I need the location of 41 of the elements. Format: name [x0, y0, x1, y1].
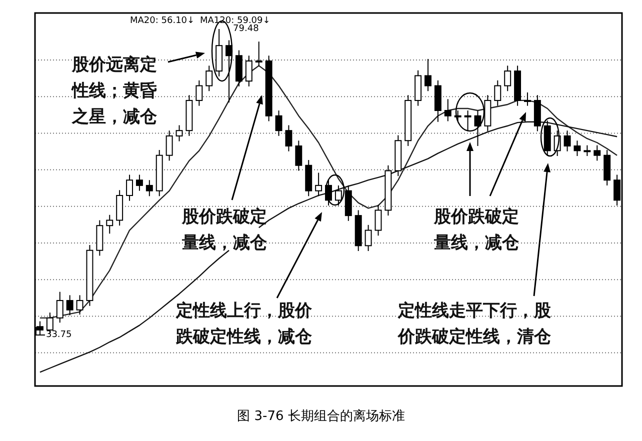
caption: 图 3-76 长期组合的离场标准 — [237, 408, 405, 424]
candlestick — [66, 294, 74, 316]
candlestick — [504, 65, 512, 92]
candlestick — [424, 58, 432, 92]
candlestick — [315, 172, 322, 197]
candlestick — [584, 144, 591, 157]
candlestick — [76, 294, 84, 316]
candlestick — [176, 124, 183, 142]
candlestick — [295, 140, 302, 172]
candlestick — [166, 130, 173, 162]
candlestick — [106, 214, 114, 234]
annotation: 33.75 — [46, 330, 72, 340]
candlestick — [255, 41, 262, 67]
candlestick — [196, 80, 203, 106]
candlestick — [574, 140, 581, 157]
candlestick — [444, 98, 452, 122]
candlestick — [285, 124, 292, 152]
candlestick — [374, 204, 382, 236]
annotation: 股价跌破定量线，减仓 — [433, 207, 520, 253]
candlestick — [364, 224, 372, 252]
annotation: 股价跌破定量线，减仓 — [181, 207, 268, 253]
candlestick — [146, 180, 153, 197]
candlestick — [494, 80, 502, 106]
text: MA20: 56.10↓ — [130, 16, 195, 26]
candlestick — [464, 110, 472, 132]
candlestick — [614, 174, 621, 206]
candlestick — [334, 184, 342, 206]
candlestick — [56, 291, 64, 324]
annotation: 股价远离定性线；黄昏之星，减仓 — [71, 55, 158, 127]
candlestick — [564, 130, 571, 152]
candlestick — [136, 174, 143, 192]
candlestick — [206, 65, 213, 92]
candlestick — [245, 55, 252, 87]
annotation: 定性线上行，股价跌破定性线，减仓 — [175, 301, 313, 347]
candlestick — [36, 320, 44, 336]
candlestick — [524, 92, 531, 106]
candlestick — [594, 144, 601, 162]
candlestick — [275, 110, 282, 136]
annotation: 定性线走平下行，股价跌破定性线，清仓 — [397, 301, 552, 347]
candlestick — [126, 174, 133, 202]
annotation: 79.48 — [233, 24, 260, 34]
